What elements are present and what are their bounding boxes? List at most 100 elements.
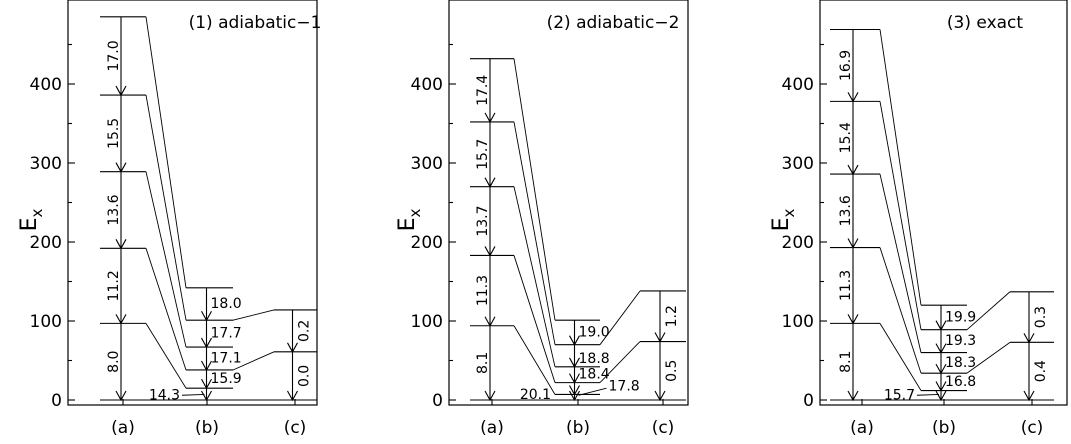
arrowhead [115, 162, 127, 173]
transition-label: 17.8 [609, 379, 640, 395]
connector-line [145, 248, 187, 371]
connector-line [513, 325, 556, 395]
connector-line [966, 291, 1011, 331]
transition-label: 18.8 [579, 351, 610, 367]
y-tick-label: 300 [30, 154, 62, 174]
transition-label: 0.2 [297, 320, 313, 342]
connector-line [879, 29, 922, 306]
transition-label: 17.1 [211, 351, 242, 367]
label-pointer [578, 387, 607, 396]
arrowhead [654, 332, 666, 343]
arrowhead [569, 335, 580, 346]
arrowhead [935, 381, 947, 392]
arrowhead [201, 360, 212, 372]
arrowhead [935, 343, 947, 354]
arrowhead [935, 390, 947, 402]
arrowhead [847, 238, 859, 249]
arrowhead [484, 112, 496, 124]
connector-line [513, 58, 556, 321]
transition-label: 16.8 [945, 374, 976, 390]
arrowhead [115, 390, 127, 402]
connector-line [599, 341, 641, 383]
transition-label: 15.7 [475, 139, 491, 170]
arrowhead [1023, 390, 1035, 402]
x-category-label: (c) [284, 418, 307, 438]
transition-label: 14.3 [149, 387, 180, 403]
arrowhead [847, 314, 859, 325]
transition-label: 0.5 [664, 360, 680, 382]
panel-2: 0 100 200 300 400 (a) (b) (c) Ex (2) adiabatic−2 8… [395, 0, 689, 438]
x-category-label: (b) [566, 418, 590, 438]
x-category-label: (b) [195, 418, 219, 438]
transition-label: 11.3 [838, 270, 854, 301]
x-category-label: (a) [850, 418, 874, 438]
transition-label: 20.1 [520, 387, 551, 403]
transition-label: 15.7 [884, 387, 915, 403]
y-tick-label: 400 [782, 75, 814, 95]
y-axis-label-main: E [395, 217, 420, 231]
arrowhead [569, 390, 580, 402]
transition-label: 13.6 [838, 195, 854, 226]
y-axis-label: Ex [17, 208, 46, 231]
transition-label: 17.7 [211, 326, 242, 342]
arrowhead [1023, 333, 1035, 344]
connector-line [879, 323, 922, 391]
y-tick-label: 200 [411, 233, 443, 253]
panel-title: (1) adiabatic−1 [189, 13, 322, 33]
transition-label: 1.2 [664, 305, 680, 327]
arrowhead [201, 378, 212, 390]
transition-label: 8.1 [475, 352, 491, 374]
y-tick-label: 300 [782, 154, 814, 174]
connector-line [599, 290, 641, 345]
y-tick-label: 100 [411, 312, 443, 332]
arrowhead [287, 342, 298, 353]
arrowhead [201, 337, 212, 349]
transition-label: 17.4 [475, 75, 491, 106]
arrowhead [847, 390, 859, 402]
transition-label: 19.9 [945, 309, 976, 325]
arrowhead [201, 310, 212, 322]
transition-label: 0.3 [1033, 306, 1049, 328]
connector-line [145, 16, 187, 288]
x-category-label: (c) [1021, 418, 1044, 438]
arrowhead [935, 363, 947, 375]
transition-label: 19.0 [579, 324, 610, 340]
transition-label: 16.9 [838, 50, 854, 81]
arrowhead [484, 246, 496, 257]
y-axis-label-main: E [769, 217, 794, 231]
label-pointer [916, 394, 940, 396]
transition-label: 11.2 [106, 270, 122, 301]
connector-line [966, 341, 1011, 374]
transition-label: 18.0 [211, 296, 242, 312]
y-tick-label: 0 [803, 391, 814, 411]
arrowhead [847, 92, 859, 103]
arrowhead [569, 357, 580, 368]
y-axis-label: Ex [395, 208, 424, 231]
connector-line [145, 171, 187, 348]
y-tick-label: 0 [51, 391, 62, 411]
arrowhead [115, 85, 127, 97]
panel-title: (3) exact [947, 13, 1023, 33]
arrowhead [569, 385, 580, 396]
y-tick-label: 400 [30, 75, 62, 95]
y-tick-label: 0 [432, 391, 443, 411]
y-axis-label-main: E [17, 217, 42, 231]
arrowhead [484, 390, 496, 402]
y-tick-label: 300 [411, 154, 443, 174]
arrowhead [484, 177, 496, 188]
panel-1: 0 100 200 300 400 (a) (b) (c) Ex (1) adiabatic−1 8… [17, 0, 321, 438]
transition-label: 19.3 [945, 333, 976, 349]
x-category-label: (b) [932, 418, 956, 438]
transition-label: 15.4 [838, 122, 854, 153]
transition-label: 15.9 [211, 371, 242, 387]
arrowhead [201, 390, 212, 402]
y-tick-label: 200 [30, 233, 62, 253]
transition-label: 18.3 [945, 355, 976, 371]
panel-3: 0 100 200 300 400 (a) (b) (c) Ex (3) exact 8.1 11.3… [769, 0, 1068, 438]
connector-line [513, 255, 556, 383]
transition-label: 15.5 [106, 118, 122, 149]
y-tick-label: 400 [411, 75, 443, 95]
transition-label: 17.0 [106, 40, 122, 71]
connector-line [513, 186, 556, 367]
